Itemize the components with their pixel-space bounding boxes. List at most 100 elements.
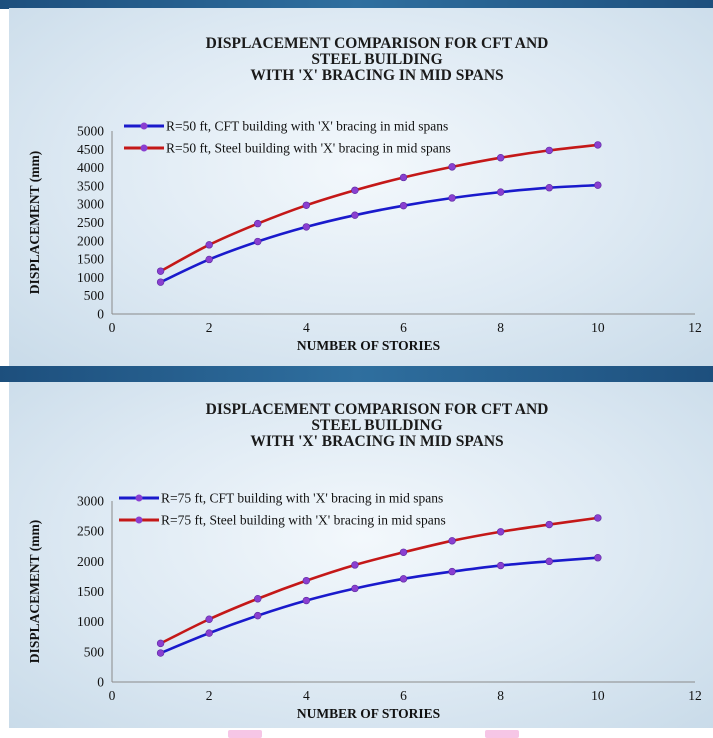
chart-title-line-1: DISPLACEMENT COMPARISON FOR CFT AND [206,35,549,52]
data-point [448,567,456,576]
chart-panel-bottom: DISPLACEMENT COMPARISON FOR CFT AND STEEL… [9,382,713,728]
data-point [302,201,311,209]
header-band [0,0,713,9]
x-tick-label: 10 [591,688,605,703]
data-point [205,629,213,637]
data-point [302,576,311,585]
x-tick-label: 2 [206,320,213,335]
y-tick-label: 0 [97,307,104,322]
data-point [545,146,553,155]
decorative-mark-left [228,730,262,738]
x-axis-label: NUMBER OF STORIES [297,706,440,721]
data-point [545,557,553,566]
data-point [156,267,165,275]
y-tick-label: 0 [97,675,104,690]
y-tick-label: 5000 [77,124,104,139]
series-line-1 [160,556,598,655]
x-tick-label: 10 [591,320,605,335]
data-point [594,554,602,562]
data-point [156,639,165,648]
x-tick-label: 4 [303,688,310,703]
chart-panel-top: DISPLACEMENT COMPARISON FOR CFT AND STEEL… [9,8,713,366]
data-point [594,181,602,189]
x-axis-label: NUMBER OF STORIES [297,338,440,353]
x-tick-label: 12 [688,320,702,335]
legend-marker-1 [135,494,143,502]
y-tick-label: 500 [84,644,105,659]
x-tick-label: 12 [688,688,702,703]
legend-marker-2 [140,144,148,152]
y-tick-label: 3500 [77,178,104,193]
chart-title-line-2: STEEL BUILDING [311,417,442,434]
y-tick-label: 1000 [77,270,104,285]
y-tick-label: 4500 [77,142,104,157]
data-point [254,237,262,246]
y-tick-label: 1000 [77,614,104,629]
data-point [156,278,165,286]
legend-marker-2 [135,516,143,524]
divider-band [0,366,713,382]
y-axis-label: DISPLACEMENT (mm) [27,151,42,294]
chart-top: DISPLACEMENT COMPARISON FOR CFT ANDSTEEL… [27,35,702,353]
x-tick-label: 4 [303,320,310,335]
x-tick-label: 0 [109,688,116,703]
legend-label-2: R=50 ft, Steel building with 'X' bracing… [166,141,451,156]
data-point [545,184,553,192]
y-axis-label: DISPLACEMENT (mm) [27,520,42,663]
data-point [448,194,456,202]
chart-title-line-1: DISPLACEMENT COMPARISON FOR CFT AND [206,401,549,418]
data-point [351,186,359,194]
x-tick-label: 6 [400,688,407,703]
data-point [399,173,408,182]
decorative-mark-right [485,730,519,738]
legend-label-1: R=50 ft, CFT building with 'X' bracing i… [166,119,448,134]
data-point [399,548,408,556]
chart-bottom: DISPLACEMENT COMPARISON FOR CFT ANDSTEEL… [27,401,702,721]
legend-label-1: R=75 ft, CFT building with 'X' bracing i… [161,491,443,506]
x-tick-label: 8 [497,688,504,703]
legend-marker-1 [140,122,148,130]
data-point [302,223,311,231]
data-point [399,201,408,210]
legend-label-2: R=75 ft, Steel building with 'X' bracing… [161,513,446,528]
data-point [594,514,602,522]
data-point [205,241,213,249]
data-point [496,154,505,162]
y-tick-label: 2000 [77,554,104,569]
data-point [254,611,262,620]
data-point [205,255,213,264]
y-tick-label: 1500 [77,252,104,267]
data-point [545,520,553,529]
data-point [302,596,311,605]
bottom-strip [0,728,713,738]
y-tick-label: 1500 [77,584,104,599]
x-tick-label: 8 [497,320,504,335]
y-tick-label: 4000 [77,160,104,175]
data-point [399,575,408,583]
data-point [594,141,602,149]
x-tick-label: 6 [400,320,407,335]
data-point [156,649,165,657]
data-point [448,163,456,171]
series-line-2 [160,516,599,645]
data-point [254,595,262,603]
data-point [496,188,505,196]
data-point [351,561,359,569]
data-point [448,537,456,545]
data-point [496,528,505,536]
y-tick-label: 500 [84,288,105,303]
data-point [254,219,262,228]
chart-title-line-2: STEEL BUILDING [311,51,442,68]
y-tick-label: 2500 [77,524,104,539]
y-tick-label: 3000 [77,494,104,509]
data-point [351,211,359,219]
data-point [351,584,359,593]
y-tick-label: 2000 [77,233,104,248]
y-tick-label: 2500 [77,215,104,230]
y-tick-label: 3000 [77,197,104,212]
chart-title-line-3: WITH 'X' BRACING IN MID SPANS [250,67,503,84]
series-line-2 [159,143,598,273]
chart-title-line-3: WITH 'X' BRACING IN MID SPANS [250,433,503,450]
data-point [205,615,213,623]
x-tick-label: 0 [109,320,116,335]
